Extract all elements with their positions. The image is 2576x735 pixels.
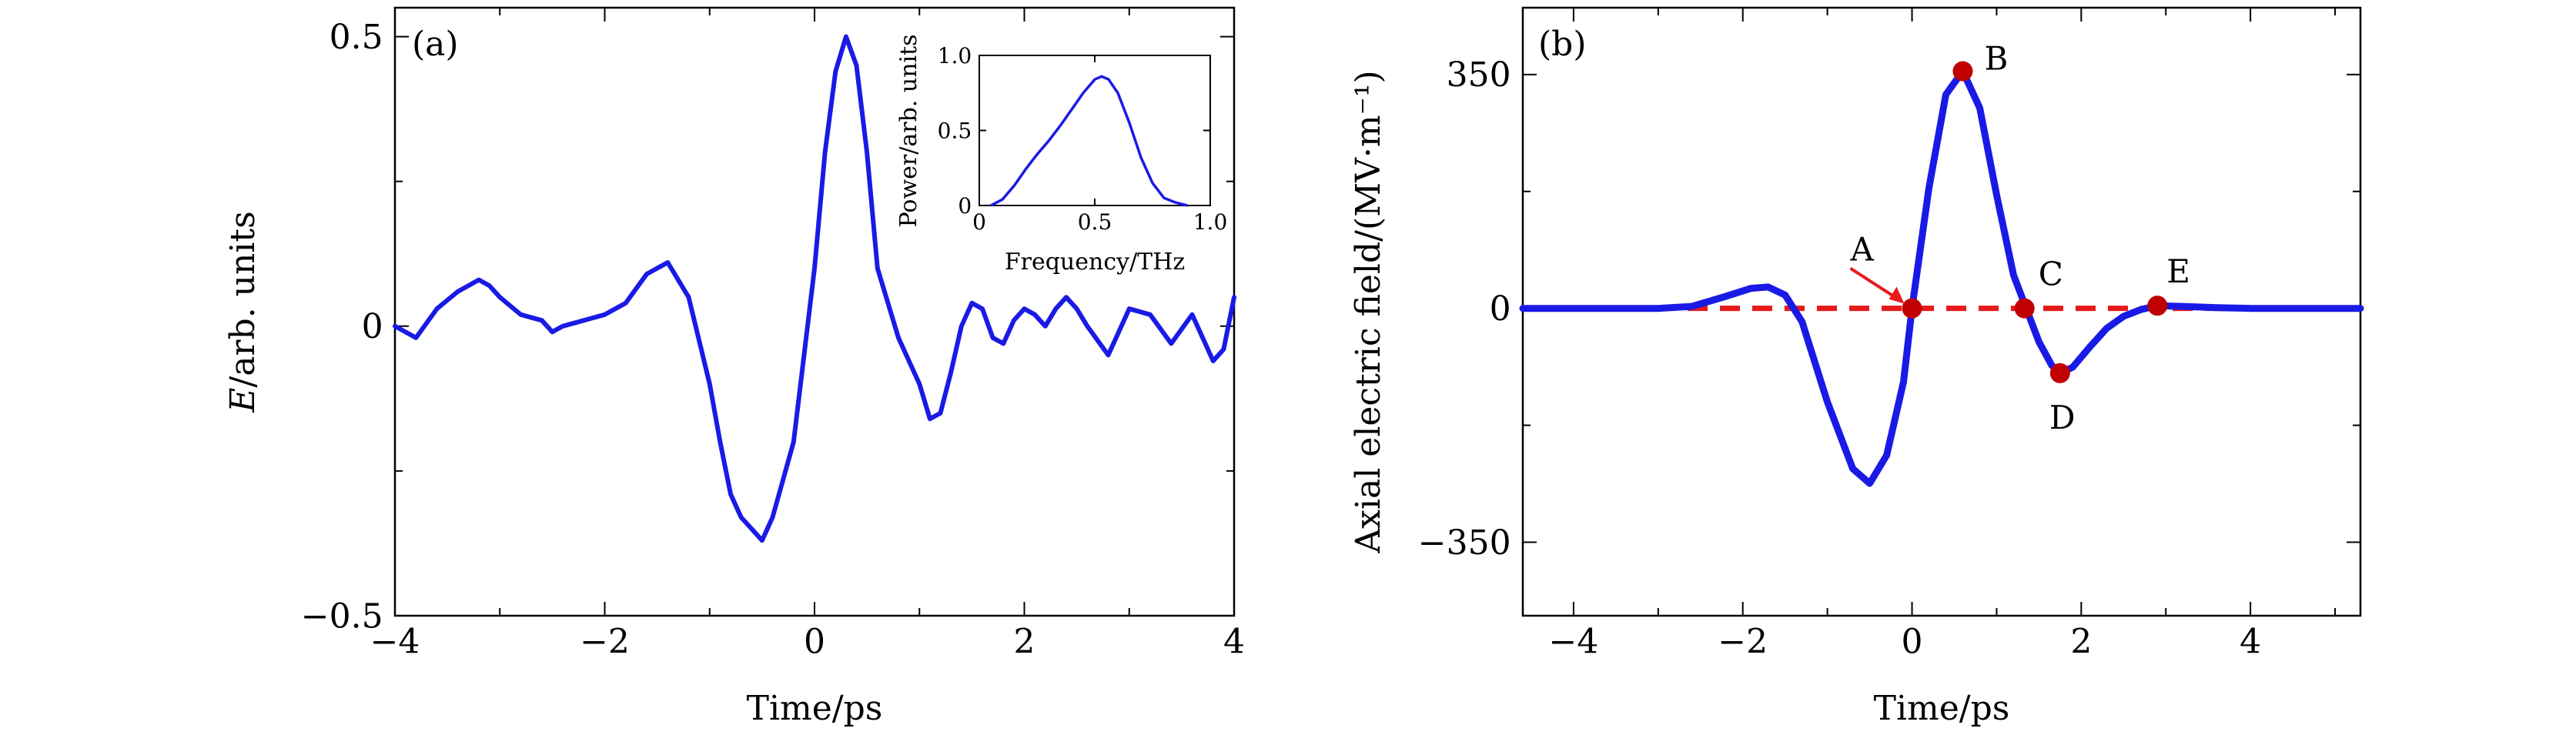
point-b-label: B: [1984, 39, 2008, 77]
point-e-marker: [2147, 296, 2168, 316]
point-a-label: A: [1850, 231, 1875, 269]
inset-x-tick-label: 0.5: [1078, 209, 1112, 235]
panel-b-y-tick-label: 0: [1490, 289, 1511, 329]
panel-a-y-tick-label: −0.5: [301, 596, 383, 636]
panel-a-x-tick-label: 4: [1223, 622, 1245, 661]
panel-a-x-tick-label: −2: [580, 622, 630, 661]
panel-b-y-tick-label: −350: [1418, 523, 1511, 563]
point-a-marker: [1902, 298, 1922, 319]
inset-tick-labels: 0 0.5 1.0 0 0.5 1.0: [938, 43, 1228, 235]
panel-a-label: (a): [412, 25, 459, 64]
panel-a-x-tick-label: 0: [804, 622, 825, 661]
panel-b-y-tick-label: 350: [1447, 55, 1511, 95]
point-a-arrow: [1849, 266, 1899, 301]
inset-y-tick-label: 0: [958, 193, 972, 219]
point-a-arrowhead: [1889, 286, 1905, 304]
inset-x-axis-label: Frequency/THz: [1005, 249, 1185, 276]
panel-a-tick-labels: −4 −2 0 2 4 −0.5 0 0.5: [301, 18, 1245, 661]
panel-b-points: A B C D E: [1850, 39, 2190, 436]
inset-ticks: [979, 55, 1211, 206]
inset-frame: [979, 55, 1211, 206]
inset-y-tick-label: 1.0: [938, 43, 972, 68]
panel-b-x-tick-label: 0: [1902, 622, 1923, 661]
point-d-label: D: [2049, 399, 2076, 436]
inset-x-tick-label: 1.0: [1193, 209, 1228, 235]
inset-x-tick-label: 0: [972, 209, 986, 235]
point-b-marker: [1952, 61, 1973, 82]
panel-a: −4 −2 0 2 4 −0.5 0 0.5 (a) Time/ps E/arb. units…: [223, 6, 1245, 728]
inset-y-tick-label: 0.5: [938, 118, 972, 143]
point-c-label: C: [2039, 256, 2063, 293]
panel-a-y-axis-label-symbol: E: [223, 388, 263, 413]
panel-b-x-tick-label: −4: [1549, 622, 1599, 661]
panel-a-y-axis-label-units: /arb. units: [223, 211, 263, 387]
panel-a-x-axis-label: Time/ps: [747, 689, 883, 728]
panel-b-y-axis-label: Axial electric field/(MV·m⁻¹): [1349, 70, 1388, 553]
panel-b-x-axis-label: Time/ps: [1874, 689, 2010, 728]
panel-b-tick-labels: −4 −2 0 2 4 −350 0 350: [1418, 55, 2261, 661]
panel-a-y-axis-label: E/arb. units: [223, 211, 263, 413]
panel-a-x-tick-label: −4: [370, 622, 420, 661]
panel-a-x-tick-label: 2: [1014, 622, 1035, 661]
panel-b-ticks: [1523, 8, 2360, 616]
inset-series-line: [990, 75, 1188, 207]
point-e-label: E: [2166, 252, 2190, 290]
panel-b: −4 −2 0 2 4 −350 0 350 A B C D E (b) Time/ps Axial …: [1349, 6, 2364, 728]
panel-a-series-line: [393, 34, 1236, 543]
inset-y-axis-label: Power/arb. units: [895, 34, 922, 227]
panel-a-y-tick-label: 0: [362, 307, 383, 346]
panel-b-label: (b): [1538, 25, 1587, 64]
panel-b-x-tick-label: 2: [2070, 622, 2092, 661]
panel-b-series-line: [1519, 68, 2364, 487]
panel-a-inset: 0 0.5 1.0 0 0.5 1.0 Frequency/THz Power/arb. …: [895, 34, 1227, 276]
panel-a-y-tick-label: 0.5: [330, 18, 383, 57]
panel-b-x-tick-label: −2: [1718, 622, 1768, 661]
point-c-marker: [2014, 298, 2035, 319]
panel-b-x-tick-label: 4: [2240, 622, 2261, 661]
point-d-marker: [2049, 362, 2070, 383]
